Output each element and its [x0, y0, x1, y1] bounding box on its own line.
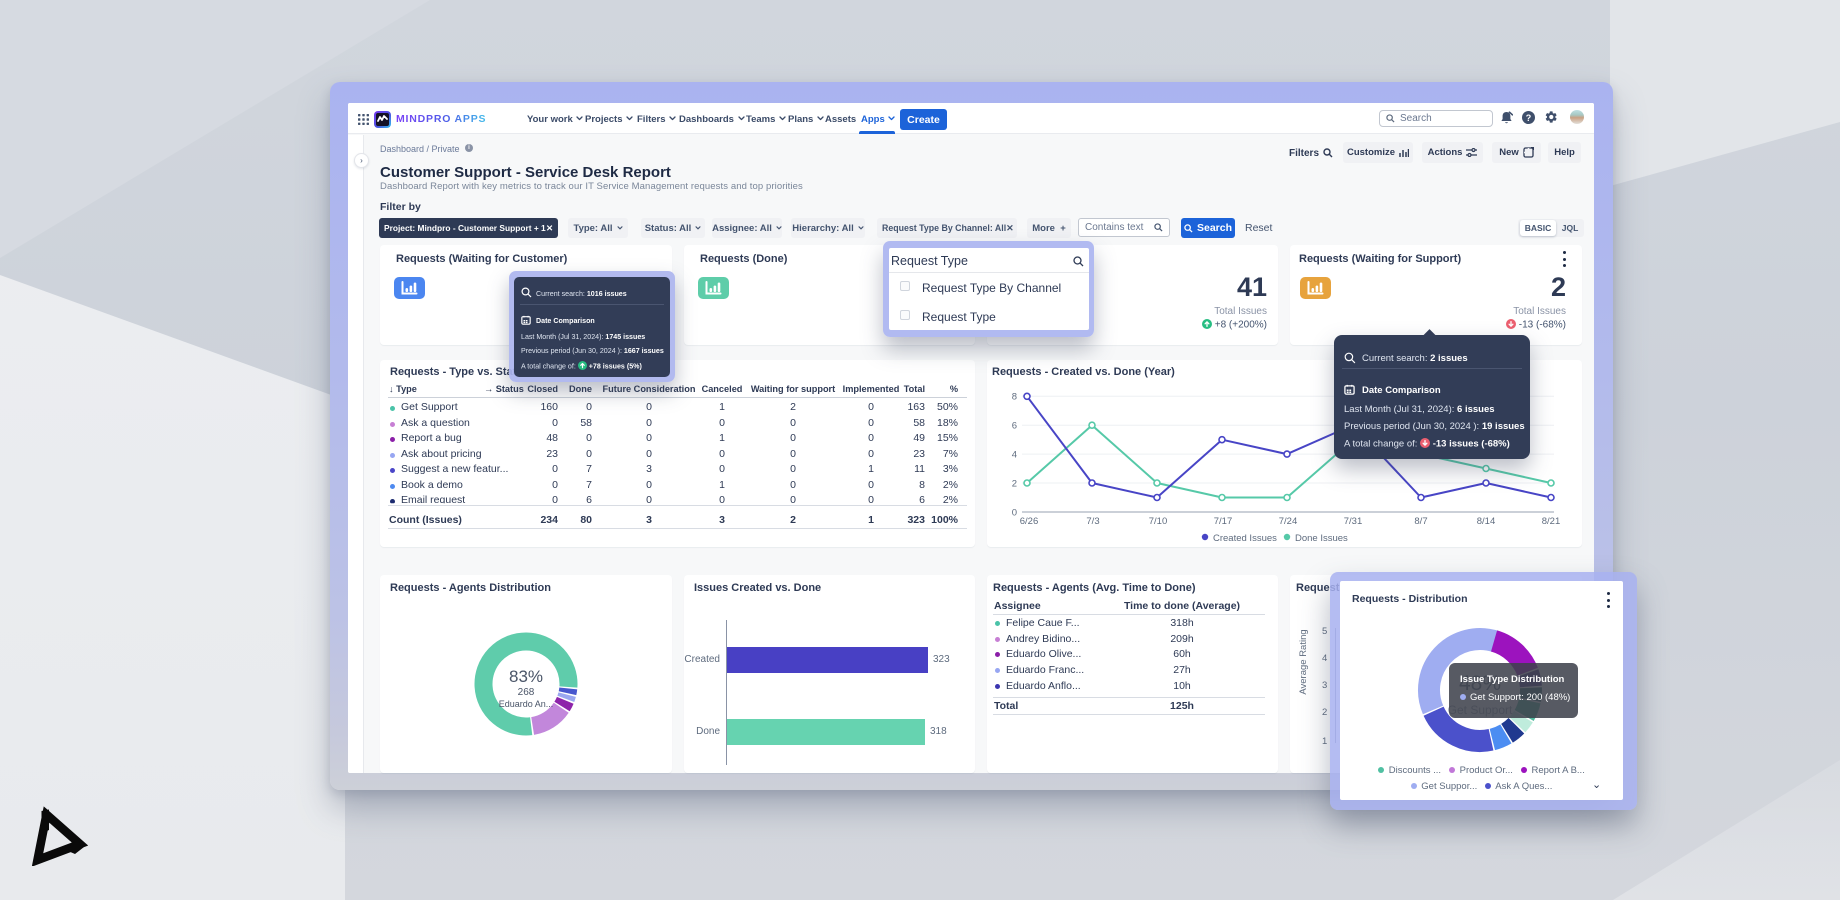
- svg-text:Done Issues: Done Issues: [1295, 533, 1348, 544]
- svg-text:8/21: 8/21: [1542, 516, 1561, 527]
- svg-text:8/7: 8/7: [1414, 516, 1427, 527]
- svg-text:8: 8: [1012, 392, 1017, 403]
- svg-text:7/10: 7/10: [1149, 516, 1168, 527]
- svg-text:7/24: 7/24: [1279, 516, 1298, 527]
- svg-text:7/17: 7/17: [1214, 516, 1233, 527]
- svg-text:7/31: 7/31: [1344, 516, 1363, 527]
- svg-text:0: 0: [1012, 508, 1017, 519]
- svg-text:7/3: 7/3: [1086, 516, 1099, 527]
- svg-text:8/14: 8/14: [1477, 516, 1496, 527]
- svg-text:6/26: 6/26: [1020, 516, 1039, 527]
- svg-text:Created Issues: Created Issues: [1213, 533, 1277, 544]
- svg-text:2: 2: [1012, 479, 1017, 490]
- svg-text:6: 6: [1012, 421, 1017, 432]
- svg-text:4: 4: [1012, 450, 1017, 461]
